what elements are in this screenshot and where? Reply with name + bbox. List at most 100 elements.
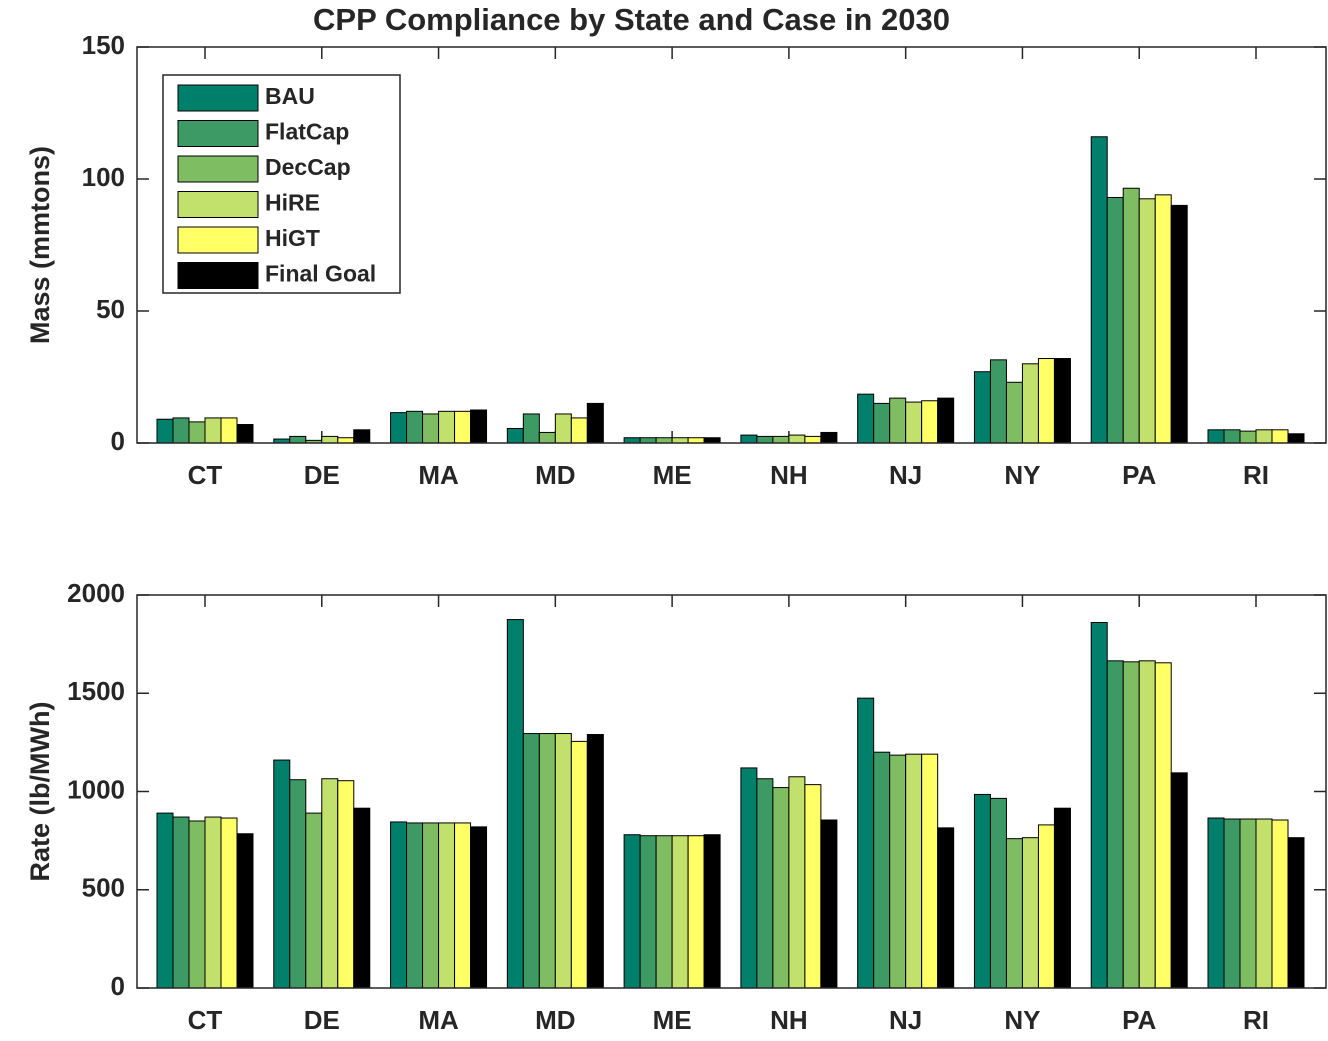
bar <box>1223 818 1241 989</box>
y-tick-label: 1500 <box>67 676 125 706</box>
bar <box>220 417 238 444</box>
bar <box>1090 622 1108 989</box>
y-axis-label: Mass (mmtons) <box>25 146 55 344</box>
bar <box>671 437 689 444</box>
y-tick-label: 0 <box>111 971 125 1001</box>
bar <box>873 402 891 444</box>
bar <box>273 759 291 989</box>
bar <box>889 397 907 444</box>
bar <box>820 431 838 444</box>
bar <box>639 835 657 989</box>
bar <box>470 409 488 444</box>
x-tick-label: PA <box>1122 460 1156 490</box>
bar <box>1090 136 1108 444</box>
x-tick-label: ME <box>653 460 692 490</box>
legend-label: DecCap <box>265 154 351 180</box>
x-tick-label: CT <box>188 1005 223 1035</box>
bar <box>623 437 641 444</box>
bar <box>538 431 556 444</box>
bar <box>1122 661 1140 989</box>
bar <box>1106 660 1124 989</box>
bar <box>156 418 174 444</box>
legend-swatch <box>177 120 259 147</box>
bar <box>921 400 939 444</box>
bar <box>1207 817 1225 989</box>
bar <box>390 821 408 989</box>
y-axis-label: Rate (lb/MWh) <box>25 702 55 882</box>
bar <box>937 827 955 989</box>
bar <box>1154 194 1172 444</box>
bar <box>506 619 524 989</box>
bar <box>172 417 190 444</box>
axes-box <box>136 594 1327 989</box>
bar <box>522 733 540 989</box>
bar <box>422 822 440 989</box>
legend-swatch <box>177 226 259 254</box>
bar <box>905 753 923 989</box>
bar <box>857 393 875 444</box>
bar <box>1223 429 1241 444</box>
legend-label: FlatCap <box>265 119 349 145</box>
bar <box>820 819 838 989</box>
x-tick-label: NY <box>1004 460 1040 490</box>
y-tick-label: 1000 <box>67 774 125 804</box>
bar <box>1170 772 1188 989</box>
bar <box>172 816 190 989</box>
bar <box>804 784 822 989</box>
chart-title: CPP Compliance by State and Case in 2030 <box>313 2 950 37</box>
bar <box>454 410 472 444</box>
bar <box>1053 358 1071 444</box>
bar <box>671 835 689 989</box>
bar <box>1021 837 1039 989</box>
bar <box>703 834 721 989</box>
bar <box>1053 807 1071 989</box>
bar <box>857 697 875 989</box>
x-tick-label: PA <box>1122 1005 1156 1035</box>
bar <box>156 812 174 989</box>
bar <box>687 835 705 989</box>
legend-box <box>162 74 401 294</box>
bar <box>1170 204 1188 444</box>
bar <box>1005 838 1023 989</box>
bar <box>1255 818 1273 989</box>
y-tick-label: 500 <box>82 873 125 903</box>
bar <box>406 410 424 444</box>
bar <box>989 797 1007 989</box>
bar <box>337 437 355 444</box>
y-tick-label: 100 <box>82 162 125 192</box>
bar <box>921 753 939 989</box>
x-tick-label: NH <box>770 1005 808 1035</box>
bar <box>188 421 206 444</box>
bar <box>353 429 371 444</box>
bar <box>236 424 254 444</box>
bar <box>454 822 472 989</box>
bar <box>554 733 572 989</box>
x-tick-label: NJ <box>889 1005 922 1035</box>
legend-swatch <box>177 191 259 218</box>
bar <box>1239 430 1257 444</box>
bar <box>538 733 556 989</box>
y-tick-label: 150 <box>82 30 125 60</box>
x-tick-label: MA <box>418 460 459 490</box>
bar <box>756 778 774 989</box>
bar <box>1138 660 1156 989</box>
bar <box>889 754 907 989</box>
bar <box>1207 429 1225 444</box>
bar <box>586 402 604 444</box>
x-tick-label: NH <box>770 460 808 490</box>
legend-label: HiRE <box>265 190 320 216</box>
bar <box>353 807 371 989</box>
bar <box>438 410 456 444</box>
bar <box>1122 187 1140 444</box>
legend-label: HiGT <box>265 225 320 251</box>
x-tick-label: DE <box>304 1005 340 1035</box>
y-tick-label: 50 <box>96 294 125 324</box>
bar <box>289 779 307 989</box>
legend-swatch <box>177 262 259 289</box>
bar <box>305 812 323 989</box>
bar <box>1154 662 1172 989</box>
x-tick-label: ME <box>653 1005 692 1035</box>
x-tick-label: MD <box>535 460 575 490</box>
bar <box>1021 363 1039 444</box>
bar <box>756 435 774 444</box>
